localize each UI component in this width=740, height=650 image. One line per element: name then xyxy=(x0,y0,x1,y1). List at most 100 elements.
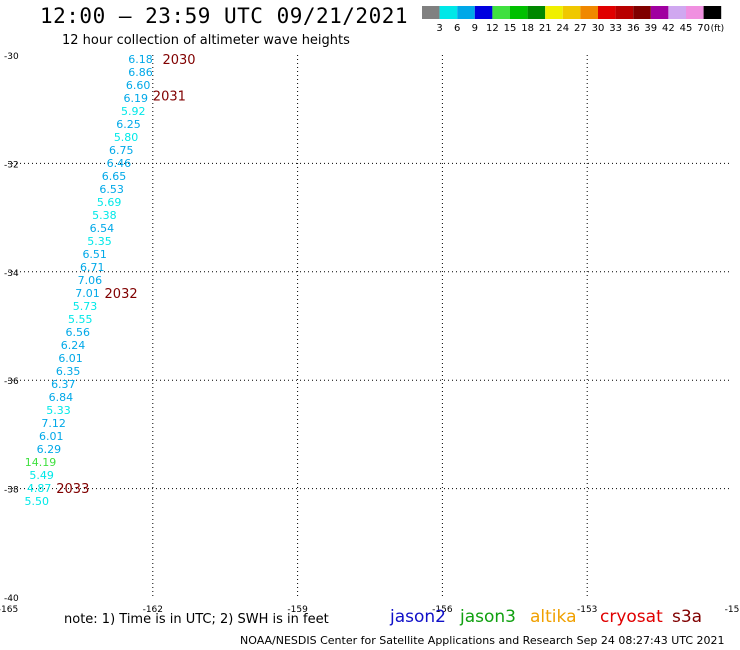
x-tick-label: -156 xyxy=(432,605,453,615)
legend-swatch xyxy=(527,6,546,19)
swh-value: 5.50 xyxy=(25,495,50,508)
chart-grid xyxy=(8,55,732,597)
legend-label: 27 xyxy=(574,23,587,34)
chart-axes: -30 -32 -34 -36 -38 -40-165 -162 -159 -156 -153 -1… xyxy=(0,52,739,615)
swh-value: 6.71 xyxy=(80,261,105,274)
credit-line: NOAA/NESDIS Center for Satellite Applica… xyxy=(240,634,725,647)
swh-value: 6.60 xyxy=(126,79,151,92)
legend-swatch xyxy=(545,6,563,19)
swh-value: 7.06 xyxy=(78,274,103,287)
legend-label: 12 xyxy=(486,23,499,34)
swh-value: 6.75 xyxy=(109,144,134,157)
satellite-cryosat: cryosat xyxy=(600,607,663,627)
legend-label: 24 xyxy=(556,23,569,34)
swh-value: 6.18 xyxy=(128,53,153,66)
legend-label: 3 xyxy=(436,23,442,34)
legend-swatch xyxy=(668,6,686,19)
legend-label: 9 xyxy=(472,23,478,34)
swh-value: 5.92 xyxy=(121,105,146,118)
time-label: 2030 xyxy=(162,53,195,68)
satellite-altika: altika xyxy=(530,607,577,627)
time-labels: 2030 2031 2032 2033 xyxy=(56,53,195,497)
legend-swatch xyxy=(633,6,651,19)
time-label: 2033 xyxy=(56,482,89,497)
legend-label: 33 xyxy=(609,23,622,34)
x-tick-label: -153 xyxy=(577,605,597,615)
swh-value: 5.38 xyxy=(92,209,117,222)
swh-value: 6.01 xyxy=(58,352,83,365)
swh-value: 6.37 xyxy=(51,378,76,391)
legend-swatch xyxy=(439,6,458,19)
legend-label: 70 xyxy=(697,23,710,34)
x-tick-label: -15 xyxy=(725,605,740,615)
swh-value: 5.69 xyxy=(97,196,122,209)
y-tick-label: -34 xyxy=(4,269,19,279)
swh-value: 6.86 xyxy=(128,66,153,79)
swh-value: 6.84 xyxy=(49,391,74,404)
legend-swatch xyxy=(598,6,616,19)
satellite-jason2: jason2 xyxy=(390,607,446,627)
x-tick-label: -162 xyxy=(143,605,163,615)
swh-value: 5.80 xyxy=(114,131,139,144)
swh-value: 6.19 xyxy=(123,92,148,105)
swh-value: 5.73 xyxy=(73,300,98,313)
legend-swatch xyxy=(703,6,722,19)
y-tick-label: -30 xyxy=(4,52,19,62)
legend-swatch xyxy=(686,6,704,19)
chart-title: 12:00 – 23:59 UTC 09/21/2021 xyxy=(40,4,409,28)
legend-label: 21 xyxy=(539,23,552,34)
color-legend: 3 6 9 12 15 18 21 24 27 30 33 36 39 42 45 70 (ft) xyxy=(422,6,724,34)
legend-swatch xyxy=(492,6,510,19)
swh-value: 6.51 xyxy=(82,248,107,261)
legend-label: 45 xyxy=(680,23,693,34)
swh-value: 4.87 xyxy=(27,482,52,495)
satellite-jason3: jason3 xyxy=(460,607,516,627)
swh-value: 6.53 xyxy=(99,183,124,196)
swh-value: 6.35 xyxy=(56,365,81,378)
legend-swatch xyxy=(474,6,493,19)
satellite-s3a: s3a xyxy=(672,607,703,627)
swh-value: 6.25 xyxy=(116,118,141,131)
swh-value: 5.55 xyxy=(68,313,93,326)
swh-value: 14.19 xyxy=(25,456,57,469)
legend-swatch xyxy=(422,6,440,19)
y-tick-label: -40 xyxy=(4,594,19,604)
legend-swatch xyxy=(580,6,598,19)
time-label: 2032 xyxy=(105,287,138,302)
legend-label: 6 xyxy=(454,23,460,34)
swh-value: 7.01 xyxy=(75,287,100,300)
swh-value: 5.35 xyxy=(87,235,112,248)
x-tick-label: -159 xyxy=(287,605,308,615)
swh-value: 6.24 xyxy=(61,339,86,352)
y-tick-label: -38 xyxy=(4,486,19,496)
data-points: 6.186.866.606.195.926.255.806.756.466.65… xyxy=(25,53,153,508)
legend-label: 18 xyxy=(521,23,534,34)
time-label: 2031 xyxy=(153,90,186,105)
legend-label: 15 xyxy=(504,23,517,34)
legend-unit: (ft) xyxy=(711,24,725,34)
chart-subtitle: 12 hour collection of altimeter wave hei… xyxy=(62,33,350,48)
legend-label: 30 xyxy=(592,23,605,34)
legend-swatch xyxy=(650,6,669,19)
y-tick-label: -32 xyxy=(4,160,19,170)
legend-swatch xyxy=(457,6,475,19)
swh-value: 7.12 xyxy=(41,417,66,430)
legend-label: 42 xyxy=(662,23,675,34)
swh-value: 6.01 xyxy=(39,430,64,443)
swh-value: 6.54 xyxy=(90,222,115,235)
swh-value: 6.65 xyxy=(102,170,127,183)
swh-value: 5.33 xyxy=(46,404,71,417)
legend-swatch xyxy=(615,6,634,19)
x-tick-label: -165 xyxy=(0,605,18,615)
y-tick-label: -36 xyxy=(4,377,19,387)
legend-label: 39 xyxy=(644,23,657,34)
footnote: note: 1) Time is in UTC; 2) SWH is in fe… xyxy=(64,612,329,627)
legend-swatch xyxy=(510,6,528,19)
legend-swatch xyxy=(562,6,581,19)
swh-value: 6.46 xyxy=(107,157,132,170)
swh-value: 5.49 xyxy=(29,469,54,482)
legend-label: 36 xyxy=(627,23,640,34)
swh-value: 6.56 xyxy=(66,326,91,339)
swh-value: 6.29 xyxy=(37,443,62,456)
